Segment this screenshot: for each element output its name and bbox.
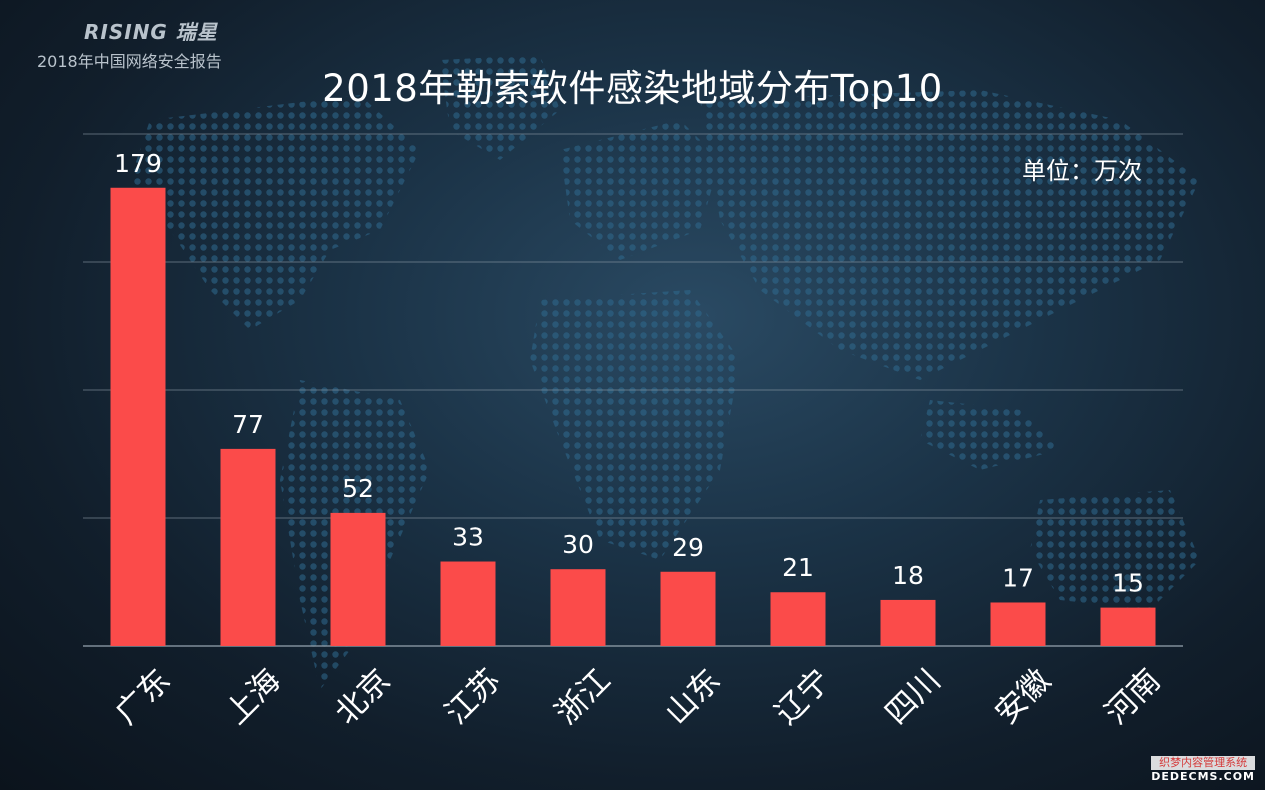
category-label: 山东: [658, 662, 727, 731]
data-label: 179: [114, 149, 162, 178]
unit-label: 单位：万次: [1022, 157, 1142, 185]
data-label: 18: [892, 561, 924, 590]
category-label: 四川: [878, 662, 947, 731]
watermark-en: DEDECMS.COM: [1151, 770, 1255, 783]
bar: [880, 599, 936, 646]
watermark: 织梦内容管理系统 DEDECMS.COM: [1151, 756, 1255, 784]
data-label: 29: [672, 533, 704, 562]
report-name: 2018年中国网络安全报告: [37, 52, 222, 71]
bar: [440, 561, 496, 646]
bar: [660, 571, 716, 646]
bar: [550, 569, 606, 646]
data-label: 30: [562, 530, 594, 559]
data-label: 21: [782, 553, 814, 582]
data-label: 77: [232, 410, 264, 439]
bar: [1100, 607, 1156, 646]
category-label: 安徽: [988, 662, 1057, 731]
bar: [990, 602, 1046, 646]
category-label: 河南: [1098, 662, 1167, 731]
bar: [220, 448, 276, 646]
data-label: 17: [1002, 563, 1034, 592]
category-label: 北京: [328, 662, 397, 731]
rising-logo: RISING 瑞星: [84, 20, 218, 44]
data-label: 15: [1112, 569, 1144, 598]
bar: [770, 592, 826, 646]
data-label: 33: [452, 523, 484, 552]
bar: [110, 187, 166, 646]
bar: [330, 512, 386, 646]
watermark-cn: 织梦内容管理系统: [1151, 756, 1255, 770]
data-label: 52: [342, 474, 374, 503]
category-label: 浙江: [548, 662, 617, 731]
chart-title: 2018年勒索软件感染地域分布Top10: [322, 67, 943, 110]
category-label: 广东: [108, 662, 177, 731]
category-label: 上海: [218, 662, 287, 731]
category-label: 江苏: [438, 662, 507, 731]
category-label: 辽宁: [768, 662, 837, 731]
